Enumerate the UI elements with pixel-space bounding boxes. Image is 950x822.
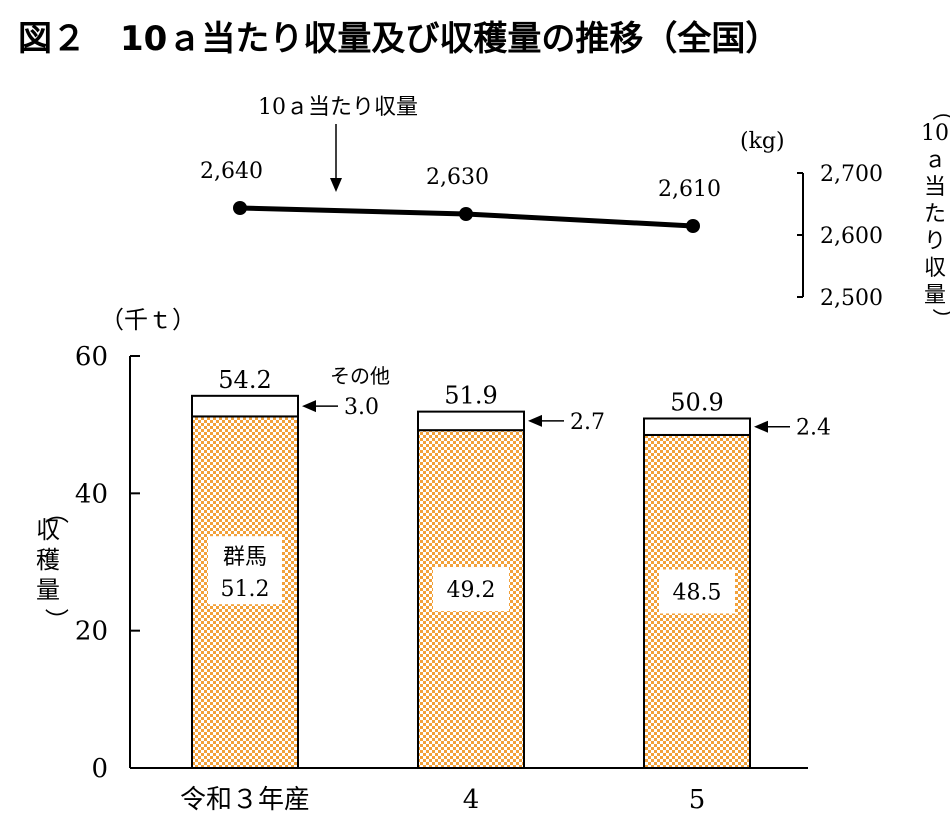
harvest-bar-chart: 0 20 40 60 54.2 群馬 51.2 3.0 令和３年産 51.9 49.2 2.7 4 50.…: [75, 342, 831, 815]
line-y-axis-title: （10ａ当たり収量）: [921, 99, 950, 330]
annotation-arrow-head: [330, 178, 342, 192]
bar-unit-label: （千ｔ）: [100, 306, 196, 334]
bar-y-title-char: 量: [36, 576, 60, 604]
other-arrow-head: [754, 420, 768, 433]
bar-category-label: 5: [689, 785, 706, 815]
yield-line-chart: 2,700 2,600 2,500 2,640 2,630 2,610: [200, 159, 883, 311]
bar-segment-other: [417, 410, 525, 432]
bar-value-box: [659, 569, 735, 614]
yield-data-label: 2,640: [200, 159, 263, 184]
bar-segment-other: [191, 394, 299, 418]
bar-category-label: 令和３年産: [180, 785, 310, 815]
line-y-title-open: （: [929, 99, 950, 121]
line-y-title-char: ａ: [924, 148, 946, 173]
bar-y-title-char: 穫: [36, 546, 60, 574]
bar-value-box: [433, 567, 509, 612]
line-annotation: 10ａ当たり収量: [258, 95, 418, 120]
bar-y-title-open: （: [42, 500, 70, 524]
other-value-label: 2.7: [570, 410, 605, 435]
bar-gunma-label: 49.2: [447, 578, 496, 603]
line-y-tick-label: 2,600: [820, 224, 883, 249]
yield-point: [686, 219, 700, 233]
line-y-title-char: り: [924, 229, 946, 254]
bar-y-tick-label: 20: [75, 617, 108, 647]
line-y-title-char: た: [924, 202, 946, 227]
bar-y-tick-label: 60: [75, 342, 108, 372]
bar-gunma-label: 48.5: [673, 580, 722, 605]
bar-total-label: 51.9: [444, 382, 497, 410]
line-y-tick-label: 2,500: [820, 286, 883, 311]
line-y-title-char: 10: [921, 121, 949, 146]
bar-total-label: 50.9: [670, 388, 723, 416]
line-y-title-close: ）: [929, 308, 950, 330]
bar-gunma-label: 51.2: [221, 577, 270, 602]
bar-category-label: 4: [463, 785, 480, 815]
yield-data-label: 2,630: [426, 165, 489, 190]
bar-segment-other: [643, 417, 751, 436]
line-y-title-char: 当: [924, 175, 946, 200]
yield-data-label: 2,610: [658, 177, 721, 202]
other-series-label: その他: [330, 364, 390, 388]
other-arrow-head: [528, 414, 542, 427]
bar-y-title-char: 収: [36, 516, 60, 544]
bar-y-tick-label: 40: [75, 479, 108, 509]
bar-total-label: 54.2: [218, 366, 271, 394]
line-unit-label: (kg): [740, 129, 785, 154]
bar-y-axis-title: （収穫量 ）: [36, 500, 70, 632]
bar-value-box: [208, 536, 282, 605]
chart-title: 図２ 10ａ当たり収量及び収穫量の推移（全国）: [18, 19, 779, 59]
bar-legend-label: 群馬: [223, 545, 267, 570]
other-value-label: 3.0: [344, 395, 379, 420]
line-y-tick-label: 2,700: [820, 162, 883, 187]
bar-y-tick-label: 0: [91, 754, 108, 784]
line-y-title-char: 量: [924, 283, 946, 308]
line-y-title-char: 収: [924, 256, 946, 281]
other-arrow-head: [302, 400, 316, 413]
bar-y-title-close: ）: [42, 608, 70, 632]
other-value-label: 2.4: [796, 416, 831, 441]
yield-point: [459, 207, 473, 221]
yield-point: [233, 201, 247, 215]
